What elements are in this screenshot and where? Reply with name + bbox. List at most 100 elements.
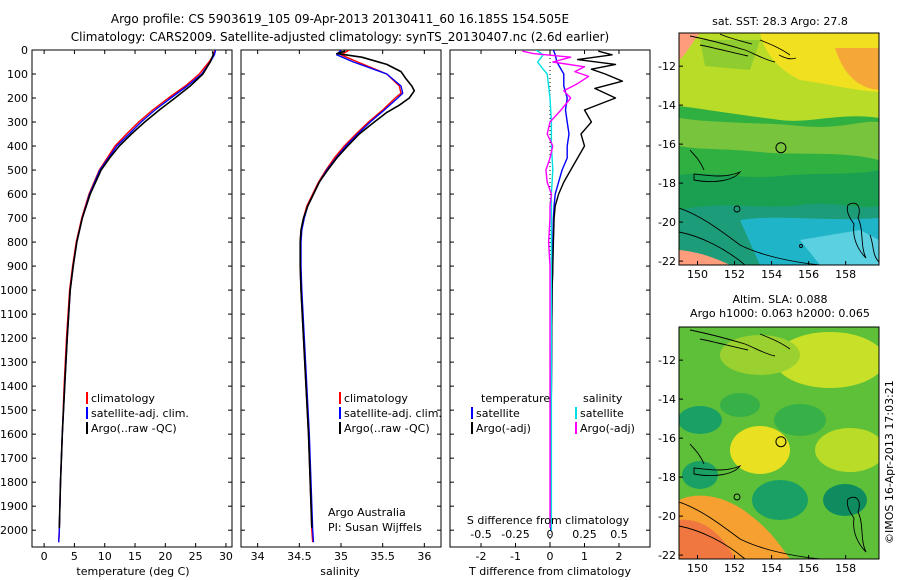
sla-map-subtitle: Argo h1000: 0.063 h2000: 0.065 — [690, 307, 870, 320]
sst-map-frame — [678, 32, 880, 266]
sst-map-field — [679, 33, 879, 265]
map-x-tick-label: 156 — [798, 562, 819, 575]
y-tick-label: 1200 — [0, 332, 28, 345]
legend-label-satellite: satellite-adj. clim. — [344, 407, 442, 420]
x-tick-label-salinity: -0.25 — [501, 528, 529, 541]
y-tick-label: 1700 — [0, 452, 28, 465]
salinity-xlabel: salinity — [320, 565, 360, 578]
y-tick-label: 1000 — [0, 284, 28, 297]
diff-series-1 — [550, 50, 624, 528]
sla-map-axes: 150 152 154 156 158 -12 -14 -16 -18 -20 -22 — [658, 354, 856, 575]
map-y-tick-label: -18 — [658, 177, 676, 190]
map-x-tick-label: 150 — [687, 268, 708, 281]
diff-series-3 — [522, 50, 590, 528]
map-y-tick-label: -22 — [658, 549, 676, 562]
temp-series-2 — [58, 51, 214, 528]
legend-title-temperature: temperature — [481, 392, 550, 405]
legend-title-salinity: salinity — [583, 392, 623, 405]
x-tick-label: 35 — [334, 550, 348, 563]
map-x-tick-label: 156 — [798, 268, 819, 281]
y-tick-label: 1900 — [0, 500, 28, 513]
x-tick-label: 36 — [417, 550, 431, 563]
salinity-axes: 34 34.5 35 35.5 36 — [241, 49, 441, 563]
map-y-tick-label: -12 — [658, 60, 676, 73]
y-tick-label: 400 — [7, 140, 28, 153]
x-tick-label-salinity: -0.5 — [470, 528, 491, 541]
figure-title-line2: Climatology: CARS2009. Satellite-adjuste… — [71, 30, 609, 44]
x-tick-label: 2 — [615, 550, 622, 563]
sla-argo-position-marker — [775, 436, 787, 448]
x-tick-label: 10 — [98, 550, 112, 563]
temperature-lines — [58, 50, 217, 543]
sla-map-frame — [678, 326, 880, 560]
x-tick-label: 1 — [581, 550, 588, 563]
x-tick-label: 25 — [189, 550, 203, 563]
salinity-lines — [299, 50, 416, 543]
map-y-tick-label: -16 — [658, 138, 676, 151]
x-tick-label: 34 — [251, 550, 265, 563]
sst-coastlines — [679, 33, 879, 265]
y-tick-label: 800 — [7, 236, 28, 249]
y-tick-label: 1400 — [0, 380, 28, 393]
y-tick-label: 1800 — [0, 476, 28, 489]
map-x-tick-label: 152 — [724, 268, 745, 281]
legend-label-climatology: climatology — [344, 392, 408, 405]
temperature-legend: climatology satellite-adj. clim. Argo(..… — [86, 392, 189, 435]
map-y-tick-label: -20 — [658, 510, 676, 523]
salinity-legend: climatology satellite-adj. clim. Argo(..… — [328, 392, 442, 534]
legend-label-satellite: satellite-adj. clim. — [91, 407, 189, 420]
y-tick-label: 700 — [7, 212, 28, 225]
sst-argo-position-marker — [775, 142, 787, 154]
imos-timestamp: ©IMOS 16-Apr-2013 17:03:21 — [883, 380, 896, 544]
y-tick-label: 1600 — [0, 428, 28, 441]
y-tick-label: 0 — [21, 44, 28, 57]
map-y-tick-label: -20 — [658, 216, 676, 229]
figure-title-line1: Argo profile: CS 5903619_105 09-Apr-2013… — [111, 12, 569, 26]
sal-series-1 — [300, 50, 404, 543]
legend-label-climatology: climatology — [91, 392, 155, 405]
y-tick-label: 300 — [7, 116, 28, 129]
temperature-panel-frame — [31, 49, 233, 548]
map-y-tick-label: -16 — [658, 432, 676, 445]
x-tick-label: 15 — [128, 550, 142, 563]
map-y-tick-label: -14 — [658, 99, 676, 112]
x-tick-label: -2 — [476, 550, 487, 563]
y-tick-label: 1300 — [0, 356, 28, 369]
y-tick-label: 200 — [7, 92, 28, 105]
map-y-tick-label: -22 — [658, 255, 676, 268]
y-tick-label: 1500 — [0, 404, 28, 417]
map-x-tick-label: 154 — [761, 268, 782, 281]
temperature-axes: 0100200300400500600700800900100011001200… — [0, 44, 233, 563]
y-tick-label: 100 — [7, 68, 28, 81]
x-tick-label-salinity: 0.25 — [572, 528, 597, 541]
y-tick-label: 900 — [7, 260, 28, 273]
sla-coastlines — [679, 329, 867, 559]
credit-line1: Argo Australia — [328, 506, 406, 519]
legend-label-argo: Argo(..raw -QC) — [91, 422, 177, 435]
x-tick-label: 5 — [71, 550, 78, 563]
x-tick-label: 0 — [547, 550, 554, 563]
diff-series-2 — [535, 50, 554, 531]
y-tick-label: 2000 — [0, 524, 28, 537]
diff-xlabel: T difference from climatology — [468, 565, 631, 578]
legend-label-s-satellite: satellite — [580, 407, 624, 420]
sst-map-axes: 150 152 154 156 158 -12 -14 -16 -18 -20 -22 — [658, 60, 856, 281]
difference-lines — [522, 50, 624, 547]
map-x-tick-label: 150 — [687, 562, 708, 575]
sla-map-field — [679, 327, 879, 559]
legend-label-argo: Argo(..raw -QC) — [344, 422, 430, 435]
map-y-tick-label: -12 — [658, 354, 676, 367]
map-y-tick-label: -18 — [658, 471, 676, 484]
sal-series-0 — [299, 50, 402, 543]
sal-series-2 — [299, 50, 416, 528]
diff-series-0 — [550, 50, 570, 531]
x-tick-label: 34.5 — [287, 550, 312, 563]
x-tick-label: 35.5 — [370, 550, 395, 563]
map-x-tick-label: 158 — [835, 268, 856, 281]
y-tick-label: 1100 — [0, 308, 28, 321]
map-x-tick-label: 154 — [761, 562, 782, 575]
x-tick-label: -1 — [510, 550, 521, 563]
legend-label-s-argo: Argo(-adj) — [580, 422, 635, 435]
y-tick-label: 500 — [7, 164, 28, 177]
x-tick-label-salinity: 0.5 — [610, 528, 628, 541]
